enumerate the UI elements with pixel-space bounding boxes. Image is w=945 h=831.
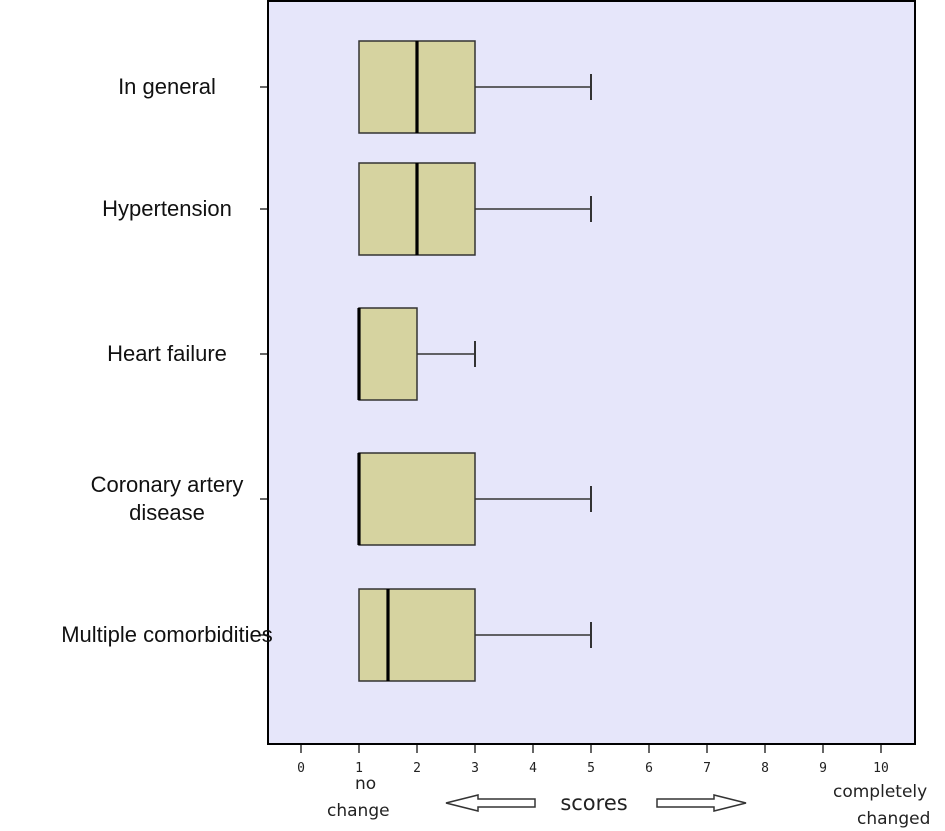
x-tick-label-2: 2 <box>413 761 421 776</box>
category-label-coronary-artery-disease-line-2: disease <box>129 500 205 525</box>
completely-changed-label-line-2: changed <box>857 809 930 829</box>
box-iqr-heart-failure <box>358 307 418 401</box>
x-axis-title: scores <box>560 791 627 815</box>
no-change-label-line-2: change <box>327 801 390 821</box>
category-label-heart-failure: Heart failure <box>107 341 227 366</box>
box-iqr-multiple-comorbidities <box>358 588 476 682</box>
box-iqr-coronary-artery-disease <box>358 452 476 546</box>
category-label-coronary-artery-disease-line-1: Coronary artery <box>91 472 244 497</box>
x-tick-label-7: 7 <box>703 761 711 776</box>
category-label-in-general: In general <box>118 74 216 99</box>
box-group-heart-failure <box>357 307 476 401</box>
x-tick-label-9: 9 <box>819 761 827 776</box>
category-label-multiple-comorbidities: Multiple comorbidities <box>61 622 273 647</box>
x-axis: 0 1 2 3 4 5 6 7 8 9 10 <box>297 744 889 776</box>
x-tick-label-10: 10 <box>873 761 889 776</box>
x-tick-label-3: 3 <box>471 761 479 776</box>
x-tick-label-6: 6 <box>645 761 653 776</box>
no-change-label-line-1: no <box>355 774 376 794</box>
box-group-hypertension <box>358 162 592 256</box>
completely-changed-label-line-1: completely <box>833 782 927 802</box>
y-axis-labels: In general Hypertension Heart failure Coron… <box>61 74 273 647</box>
category-label-hypertension: Hypertension <box>102 196 232 221</box>
box-group-multiple-comorbidities <box>358 588 592 682</box>
left-arrow-icon <box>445 794 536 812</box>
x-tick-label-0: 0 <box>297 761 305 776</box>
right-arrow-icon <box>656 794 747 812</box>
box-group-in-general <box>358 40 592 134</box>
box-group-coronary-artery-disease <box>357 452 592 546</box>
x-tick-label-1: 1 <box>355 761 363 776</box>
x-tick-label-8: 8 <box>761 761 769 776</box>
x-tick-label-5: 5 <box>587 761 595 776</box>
x-tick-label-4: 4 <box>529 761 537 776</box>
boxes-layer <box>357 40 592 682</box>
